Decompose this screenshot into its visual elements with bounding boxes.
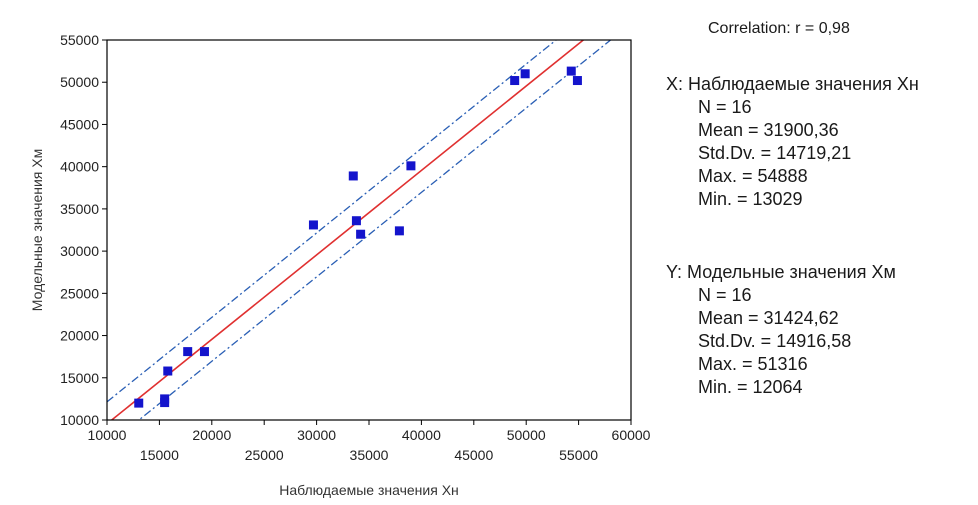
x-tick-label: 10000 (88, 427, 127, 443)
y-tick-label: 20000 (60, 328, 99, 344)
x-tick-label: 20000 (192, 427, 231, 443)
data-point (566, 66, 576, 76)
data-point (406, 161, 416, 171)
y-tick-label: 10000 (60, 412, 99, 428)
data-point (348, 171, 358, 181)
y-axis-label: Модельные значения Xм (29, 149, 45, 311)
data-point (510, 76, 520, 86)
x-tick-label: 40000 (402, 427, 441, 443)
stats-x-std: Std.Dv. = 14719,21 (698, 143, 852, 163)
stats-y-mean: Mean = 31424,62 (698, 308, 839, 328)
y-tick-label: 45000 (60, 116, 99, 132)
data-point (572, 76, 582, 86)
data-point (520, 69, 530, 79)
confidence-lower-line (137, 40, 612, 420)
stats-x-min: Min. = 13029 (698, 189, 803, 209)
data-point (183, 347, 193, 357)
stats-x-n: N = 16 (698, 97, 752, 117)
scatter-chart: 10000 15000 20000 25000 30000 35000 40000 45000… (29, 32, 651, 498)
data-point (351, 216, 361, 226)
data-point (199, 347, 209, 357)
stats-x-max: Max. = 54888 (698, 166, 808, 186)
stats-y-min: Min. = 12064 (698, 377, 803, 397)
y-tick-label: 15000 (60, 370, 99, 386)
plot-frame (106, 39, 632, 421)
regression-line (110, 40, 585, 420)
axes: 10000 15000 20000 25000 30000 35000 40000 45000… (60, 32, 651, 463)
y-tick-label: 30000 (60, 243, 99, 259)
y-tick-label: 50000 (60, 74, 99, 90)
stats-y-n: N = 16 (698, 285, 752, 305)
y-tick-label: 35000 (60, 201, 99, 217)
stats-y-std: Std.Dv. = 14916,58 (698, 331, 852, 351)
x-tick-label: 30000 (297, 427, 336, 443)
x-tick-label: 45000 (454, 447, 493, 463)
stats-y-max: Max. = 51316 (698, 354, 808, 374)
correlation-label: Correlation: r = 0,98 (708, 20, 850, 37)
x-axis-label: Наблюдаемые значения Xн (279, 482, 459, 498)
y-tick-label: 40000 (60, 159, 99, 175)
data-point (160, 394, 170, 404)
y-tick-label: 25000 (60, 285, 99, 301)
data-point (163, 366, 173, 376)
stats-y-title: Y: Модельные значения Xм (666, 262, 896, 282)
x-tick-label: 60000 (612, 427, 651, 443)
data-point (394, 226, 404, 236)
confidence-upper-line (107, 40, 558, 403)
plot-area (107, 40, 612, 420)
x-tick-label: 50000 (507, 427, 546, 443)
stats-x-mean: Mean = 31900,36 (698, 120, 839, 140)
stats-y-block: Y: Модельные значения Xм N = 16 Mean = 3… (666, 261, 896, 399)
x-tick-label: 35000 (350, 447, 389, 463)
data-point (134, 398, 144, 408)
data-point (356, 229, 366, 239)
x-tick-label: 15000 (140, 447, 179, 463)
y-tick-label: 55000 (60, 32, 99, 48)
x-tick-label: 55000 (559, 447, 598, 463)
x-tick-label: 25000 (245, 447, 284, 463)
data-point (308, 220, 318, 230)
stats-x-block: X: Наблюдаемые значения Xн N = 16 Mean =… (666, 73, 919, 211)
fit-lines (107, 40, 612, 420)
stats-x-title: X: Наблюдаемые значения Xн (666, 74, 919, 94)
